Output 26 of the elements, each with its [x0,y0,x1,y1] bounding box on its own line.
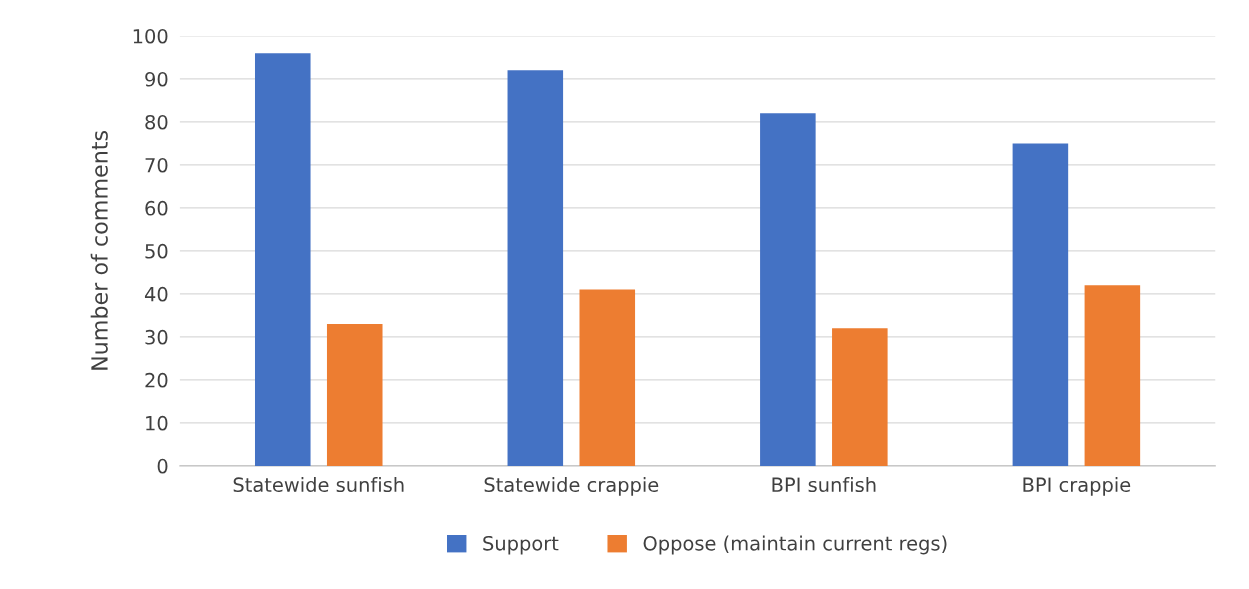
x-tick-label: BPI crappie [1023,477,1131,496]
bar [1084,285,1141,466]
y-tick-label: 60 [145,200,168,216]
y-tick-label: 70 [145,157,168,173]
bar [579,289,636,466]
legend-label: Support [483,535,559,555]
y-tick-label: 50 [145,243,168,259]
y-tick-label: 20 [145,372,168,388]
bar [832,328,888,466]
y-tick-label: 0 [157,458,168,474]
x-tick-label: Statewide crappie [484,477,659,496]
y-tick-label: 40 [144,286,168,302]
bar [760,113,816,466]
y-tick-label: 90 [145,71,168,87]
legend-label: Oppose (maintain current regs) [643,535,947,555]
y-tick-label: 100 [133,28,168,44]
y-tick-label: 80 [145,114,168,130]
y-tick-label: 10 [146,415,168,431]
bar [1012,143,1069,466]
y-axis-title: Number of comments [90,131,108,370]
bar [326,324,383,466]
bar [507,70,564,466]
x-tick-label: BPI sunfish [772,477,876,493]
y-tick-label: 30 [145,329,168,345]
bar [254,53,311,466]
x-tick-label: Statewide sunfish [233,477,404,493]
